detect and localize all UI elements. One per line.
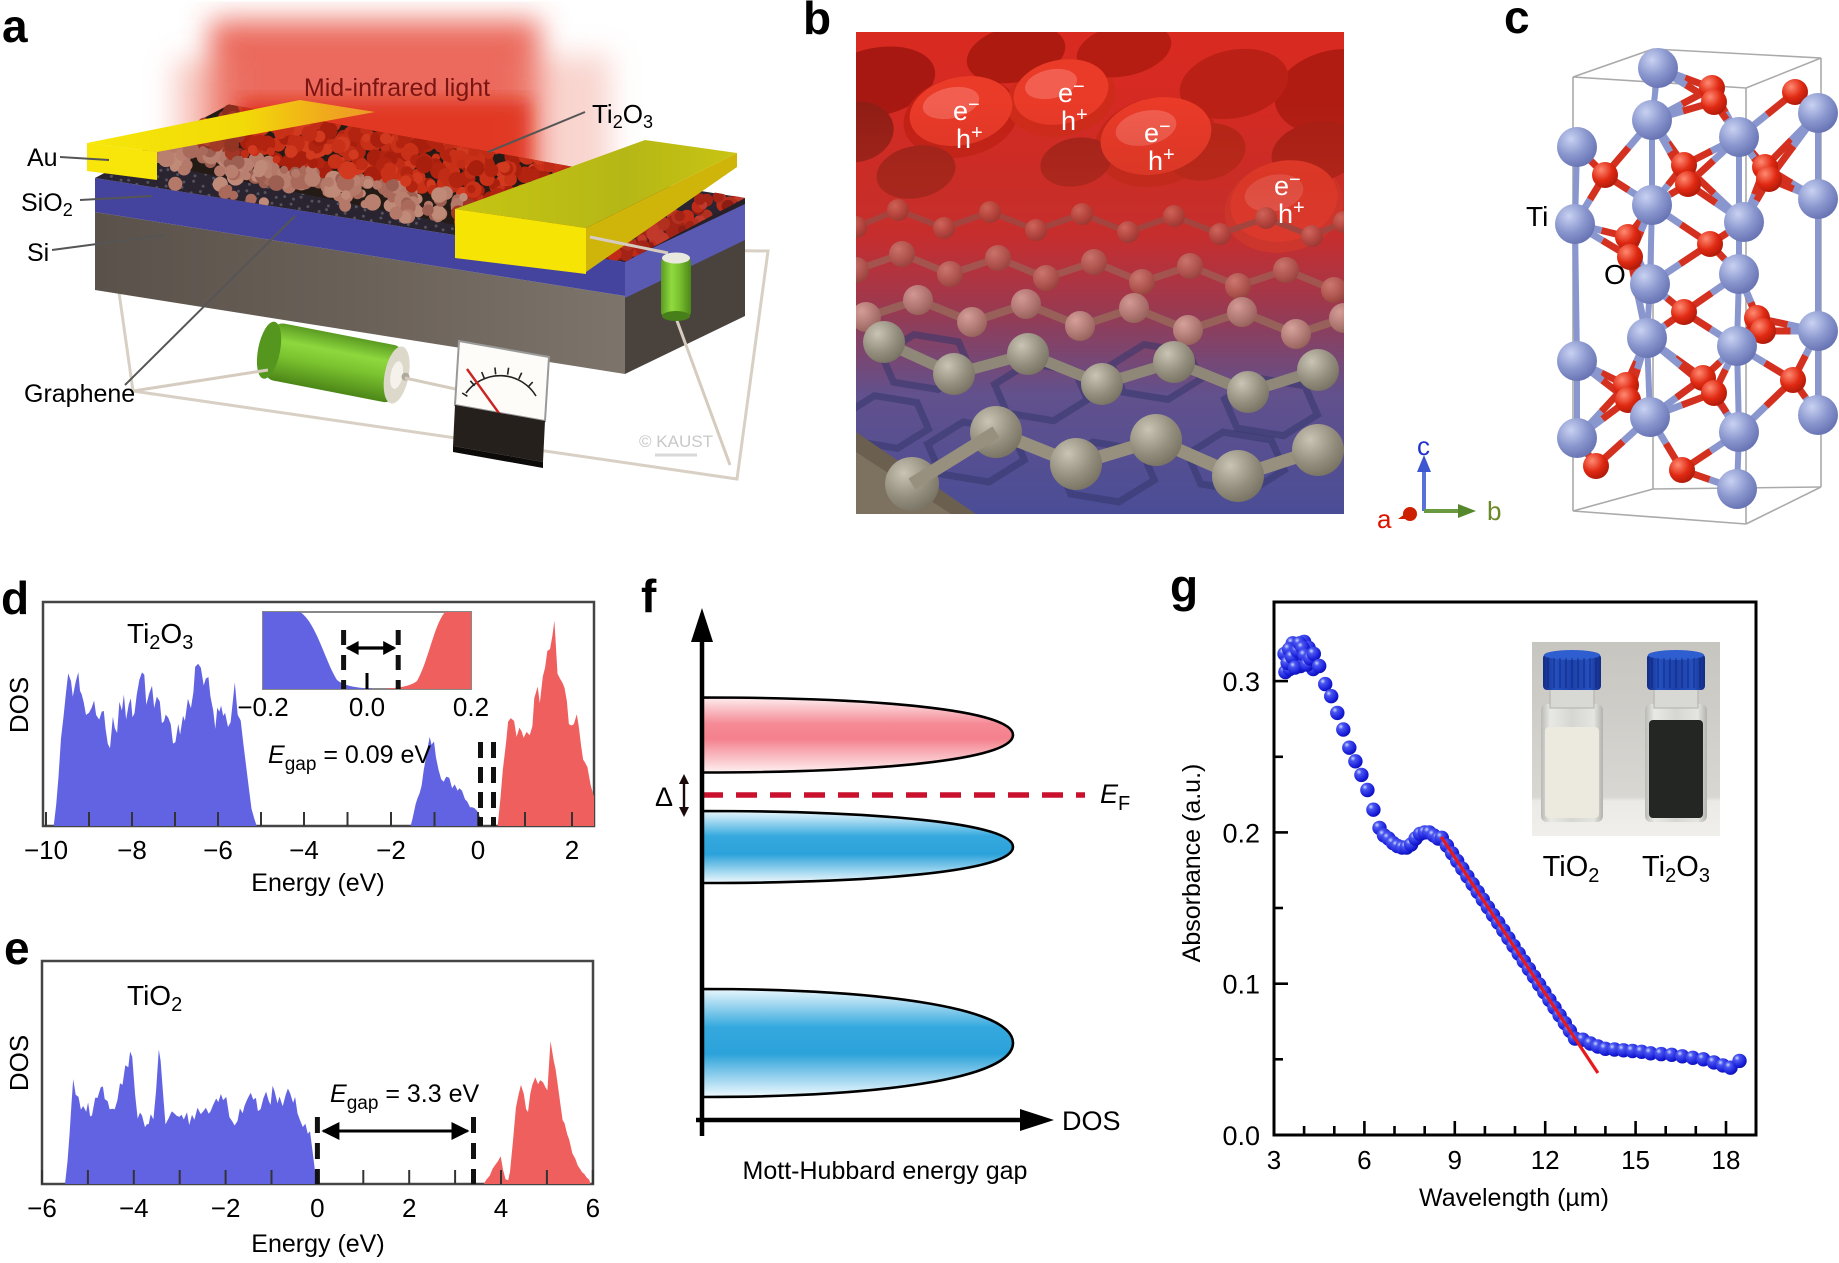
svg-text:18: 18 (1711, 1145, 1740, 1175)
svg-text:−2: −2 (376, 835, 406, 865)
svg-text:EF: EF (1100, 779, 1130, 815)
svg-text:Egap = 0.09 eV: Egap = 0.09 eV (268, 741, 431, 775)
svg-text:−4: −4 (119, 1193, 149, 1223)
svg-text:Egap = 3.3 eV: Egap = 3.3 eV (330, 1080, 479, 1114)
svg-text:DOS: DOS (4, 1035, 34, 1091)
svg-text:−10: −10 (24, 835, 68, 865)
svg-text:6: 6 (586, 1193, 600, 1223)
svg-text:Energy (eV): Energy (eV) (251, 869, 384, 897)
svg-text:TiO2​: TiO2​ (127, 980, 182, 1016)
svg-text:0.3: 0.3 (1222, 667, 1260, 697)
svg-text:Si: Si (27, 239, 49, 267)
svg-text:SiO2​: SiO2​ (21, 189, 73, 220)
svg-text:Ti: Ti (1526, 201, 1548, 232)
svg-text:2: 2 (565, 835, 579, 865)
svg-text:−0.2: −0.2 (237, 692, 288, 722)
svg-text:Mid-infrared light: Mid-infrared light (304, 74, 490, 102)
svg-text:0.0: 0.0 (1222, 1121, 1260, 1151)
svg-text:Graphene: Graphene (24, 380, 135, 408)
svg-text:−4: −4 (289, 835, 319, 865)
svg-text:15: 15 (1621, 1145, 1650, 1175)
svg-text:0: 0 (471, 835, 485, 865)
svg-text:O: O (1604, 259, 1626, 290)
svg-text:Ti2​O3​: Ti2​O3​ (127, 618, 193, 654)
svg-text:a: a (1377, 504, 1392, 534)
svg-text:g: g (1170, 560, 1198, 612)
svg-text:Δ: Δ (655, 782, 673, 812)
svg-text:0.1: 0.1 (1222, 970, 1260, 1000)
svg-text:Ti2​O3​: Ti2​O3​ (1642, 851, 1710, 887)
svg-text:−6: −6 (203, 835, 233, 865)
svg-text:0.0: 0.0 (349, 692, 385, 722)
svg-text:2: 2 (402, 1193, 416, 1223)
svg-text:12: 12 (1531, 1145, 1560, 1175)
svg-text:Mott-Hubbard energy gap: Mott-Hubbard energy gap (743, 1157, 1028, 1185)
svg-text:a: a (2, 0, 28, 52)
svg-text:0.2: 0.2 (1222, 818, 1260, 848)
svg-text:e: e (4, 922, 30, 974)
svg-text:f: f (641, 570, 657, 622)
svg-text:b: b (1487, 496, 1501, 526)
svg-text:Wavelength (µm): Wavelength (µm) (1419, 1184, 1609, 1212)
svg-text:6: 6 (1357, 1145, 1371, 1175)
svg-text:Au: Au (27, 144, 58, 172)
svg-text:0: 0 (310, 1193, 324, 1223)
svg-text:DOS: DOS (1062, 1106, 1121, 1136)
svg-text:DOS: DOS (4, 677, 34, 733)
svg-text:Ti2​O3​: Ti2​O3​ (592, 99, 653, 132)
svg-text:c: c (1417, 431, 1430, 461)
svg-text:c: c (1504, 0, 1530, 43)
svg-text:−6: −6 (27, 1193, 57, 1223)
svg-text:b: b (803, 0, 831, 44)
svg-text:0.2: 0.2 (453, 692, 489, 722)
svg-text:9: 9 (1448, 1145, 1462, 1175)
svg-text:© KAUST: © KAUST (639, 432, 713, 451)
svg-text:Energy (eV): Energy (eV) (251, 1230, 384, 1258)
svg-text:TiO2​: TiO2​ (1543, 851, 1600, 887)
svg-text:Absorbance (a.u.): Absorbance (a.u.) (1178, 764, 1206, 963)
svg-text:−8: −8 (117, 835, 147, 865)
svg-text:4: 4 (494, 1193, 508, 1223)
svg-text:3: 3 (1267, 1145, 1281, 1175)
svg-text:d: d (1, 572, 29, 624)
svg-text:−2: −2 (211, 1193, 241, 1223)
